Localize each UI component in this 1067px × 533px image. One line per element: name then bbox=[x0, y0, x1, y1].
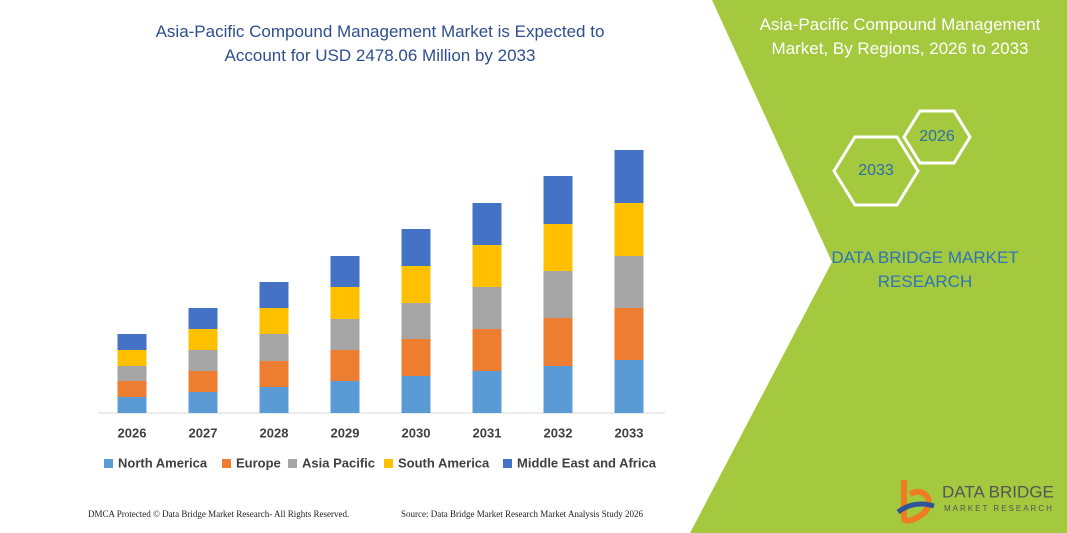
x-tick-label: 2028 bbox=[260, 425, 289, 440]
legend-label: South America bbox=[398, 455, 490, 470]
bar-segment bbox=[401, 303, 431, 339]
bar-segment bbox=[188, 308, 218, 329]
x-tick-label: 2032 bbox=[544, 425, 573, 440]
bar-segment bbox=[543, 271, 573, 318]
bar-segment bbox=[330, 381, 360, 413]
green-panel bbox=[690, 0, 1067, 533]
logo-icon bbox=[896, 501, 935, 515]
bar-segment bbox=[330, 256, 360, 287]
bar-segment bbox=[472, 371, 502, 413]
bar-segment bbox=[259, 361, 289, 387]
legend-swatch bbox=[384, 459, 393, 468]
bar-segment bbox=[259, 308, 289, 334]
bar-segment bbox=[117, 366, 147, 381]
legend-swatch bbox=[288, 459, 297, 468]
logo-tagline: MARKET RESEARCH bbox=[944, 504, 1054, 513]
logo-name: DATA BRIDGE bbox=[942, 482, 1054, 501]
x-tick-label: 2029 bbox=[331, 425, 360, 440]
logo-icon bbox=[901, 480, 932, 524]
bar-segment bbox=[188, 329, 218, 350]
x-tick-label: 2033 bbox=[615, 425, 644, 440]
bar-segment bbox=[188, 350, 218, 371]
bar-segment bbox=[614, 360, 644, 413]
bar-segment bbox=[330, 319, 360, 350]
footer-right: Source: Data Bridge Market Research Mark… bbox=[401, 509, 643, 519]
hexagon bbox=[832, 135, 920, 207]
bar-segment bbox=[543, 224, 573, 271]
bar-segment bbox=[401, 229, 431, 266]
hexagon-label: 2033 bbox=[858, 162, 894, 179]
legend-swatch bbox=[503, 459, 512, 468]
bar-segment bbox=[117, 350, 147, 366]
legend-label: Asia Pacific bbox=[302, 455, 375, 470]
panel-brand: DATA BRIDGE MARKET RESEARCH bbox=[831, 248, 1019, 291]
legend-label: North America bbox=[118, 455, 208, 470]
x-tick-label: 2027 bbox=[189, 425, 218, 440]
x-tick-label: 2031 bbox=[473, 425, 502, 440]
bar-segment bbox=[614, 150, 644, 203]
bar-segment bbox=[117, 381, 147, 397]
bar-segment bbox=[259, 282, 289, 308]
bar-segment bbox=[188, 371, 218, 392]
x-tick-label: 2026 bbox=[118, 425, 147, 440]
bar-segment bbox=[472, 329, 502, 371]
legend-swatch bbox=[104, 459, 113, 468]
bar-segment bbox=[330, 287, 360, 319]
bar-segment bbox=[188, 392, 218, 413]
bar-segment bbox=[401, 266, 431, 303]
legend-label: Europe bbox=[236, 455, 281, 470]
footer-left: DMCA Protected © Data Bridge Market Rese… bbox=[88, 509, 349, 519]
bar-segment bbox=[401, 376, 431, 413]
legend-label: Middle East and Africa bbox=[517, 455, 657, 470]
bar-segment bbox=[472, 287, 502, 329]
legend-swatch bbox=[222, 459, 231, 468]
bar-segment bbox=[543, 176, 573, 224]
bar-segment bbox=[259, 387, 289, 413]
bar-segment bbox=[614, 203, 644, 256]
bar-segment bbox=[614, 308, 644, 360]
bar-segment bbox=[543, 366, 573, 413]
bar-segment bbox=[117, 397, 147, 413]
panel-title: Asia-Pacific Compound Management Market,… bbox=[759, 15, 1041, 58]
logo: DATA BRIDGE MARKET RESEARCH bbox=[896, 480, 1054, 524]
bar-segment bbox=[472, 245, 502, 287]
bar-segment bbox=[330, 350, 360, 381]
hexagon-label: 2026 bbox=[919, 128, 955, 145]
bar-segment bbox=[472, 203, 502, 245]
bar-segment bbox=[259, 334, 289, 361]
x-tick-label: 2030 bbox=[402, 425, 431, 440]
bar-segment bbox=[117, 334, 147, 350]
bar-segment bbox=[614, 256, 644, 308]
hexagon bbox=[902, 109, 972, 165]
chart-title: Asia-Pacific Compound Management Market … bbox=[155, 22, 605, 65]
bar-segment bbox=[543, 318, 573, 366]
bar-segment bbox=[401, 339, 431, 376]
